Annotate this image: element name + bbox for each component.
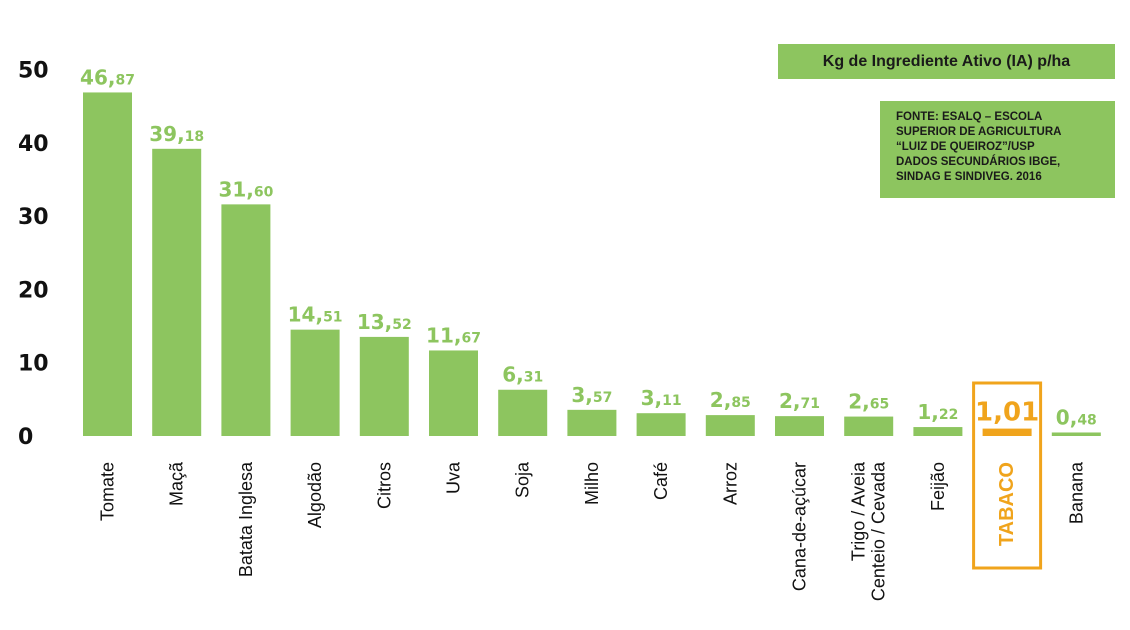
category-label: Maçã: [167, 461, 187, 506]
bar: [705, 415, 755, 436]
bar: [567, 409, 617, 436]
value-label: 2,71: [779, 389, 820, 413]
category-label: Milho: [582, 462, 602, 505]
value-label: 1,22: [917, 400, 958, 424]
bar: [221, 204, 271, 436]
y-tick-label: 20: [18, 278, 49, 303]
category-label: Banana: [1066, 461, 1086, 524]
bar: [152, 148, 202, 436]
y-tick-label: 0: [18, 425, 33, 450]
category-label: TABACO: [996, 462, 1018, 546]
source-note: FONTE: ESALQ – ESCOLA SUPERIOR DE AGRICU…: [880, 101, 1115, 198]
y-tick-label: 50: [18, 59, 49, 84]
legend-box: Kg de Ingrediente Ativo (IA) p/ha: [778, 44, 1115, 79]
category-label: Batata Inglesa: [236, 461, 256, 577]
value-label: 1,01: [975, 398, 1039, 428]
bar: [844, 416, 894, 436]
value-label: 2,65: [848, 390, 889, 414]
category-label: Tomate: [98, 462, 118, 521]
value-label: 11,67: [426, 323, 481, 347]
value-label: 13,52: [357, 310, 412, 334]
value-label: 6,31: [502, 363, 543, 387]
category-label: Soja: [513, 461, 533, 498]
category-label: Trigo / Aveia: [849, 461, 869, 561]
bar: [290, 329, 340, 436]
legend-label: Kg de Ingrediente Ativo (IA) p/ha: [822, 52, 1071, 70]
bar: [429, 350, 478, 436]
value-label: 14,51: [288, 303, 343, 327]
bar: [1051, 432, 1101, 436]
y-tick-label: 30: [18, 205, 49, 230]
y-tick-label: 10: [18, 352, 49, 377]
value-label: 2,85: [710, 388, 751, 412]
category-label: Arroz: [720, 462, 740, 505]
y-tick-label: 40: [18, 132, 49, 157]
category-label: Uva: [444, 461, 464, 494]
value-label: 3,57: [571, 383, 612, 407]
value-label: 31,60: [218, 177, 273, 201]
bar-highlight: [982, 428, 1032, 436]
bar: [359, 336, 409, 436]
category-label: Cana-de-açúcar: [790, 462, 810, 591]
bar: [636, 413, 686, 436]
value-label: 39,18: [149, 122, 204, 146]
bar: [83, 92, 132, 436]
category-label: Algodão: [305, 462, 325, 528]
value-label: 0,48: [1056, 405, 1097, 429]
category-label: Citros: [374, 462, 394, 509]
value-label: 46,87: [80, 65, 135, 89]
category-label: Feijão: [928, 462, 948, 511]
highlight-frame: [972, 381, 1043, 570]
bar: [913, 427, 963, 436]
category-label: Café: [651, 462, 671, 500]
category-label: Centeio / Cevada: [869, 461, 889, 601]
value-label: 3,11: [641, 386, 682, 410]
bar: [775, 416, 824, 436]
bar: [498, 389, 548, 436]
